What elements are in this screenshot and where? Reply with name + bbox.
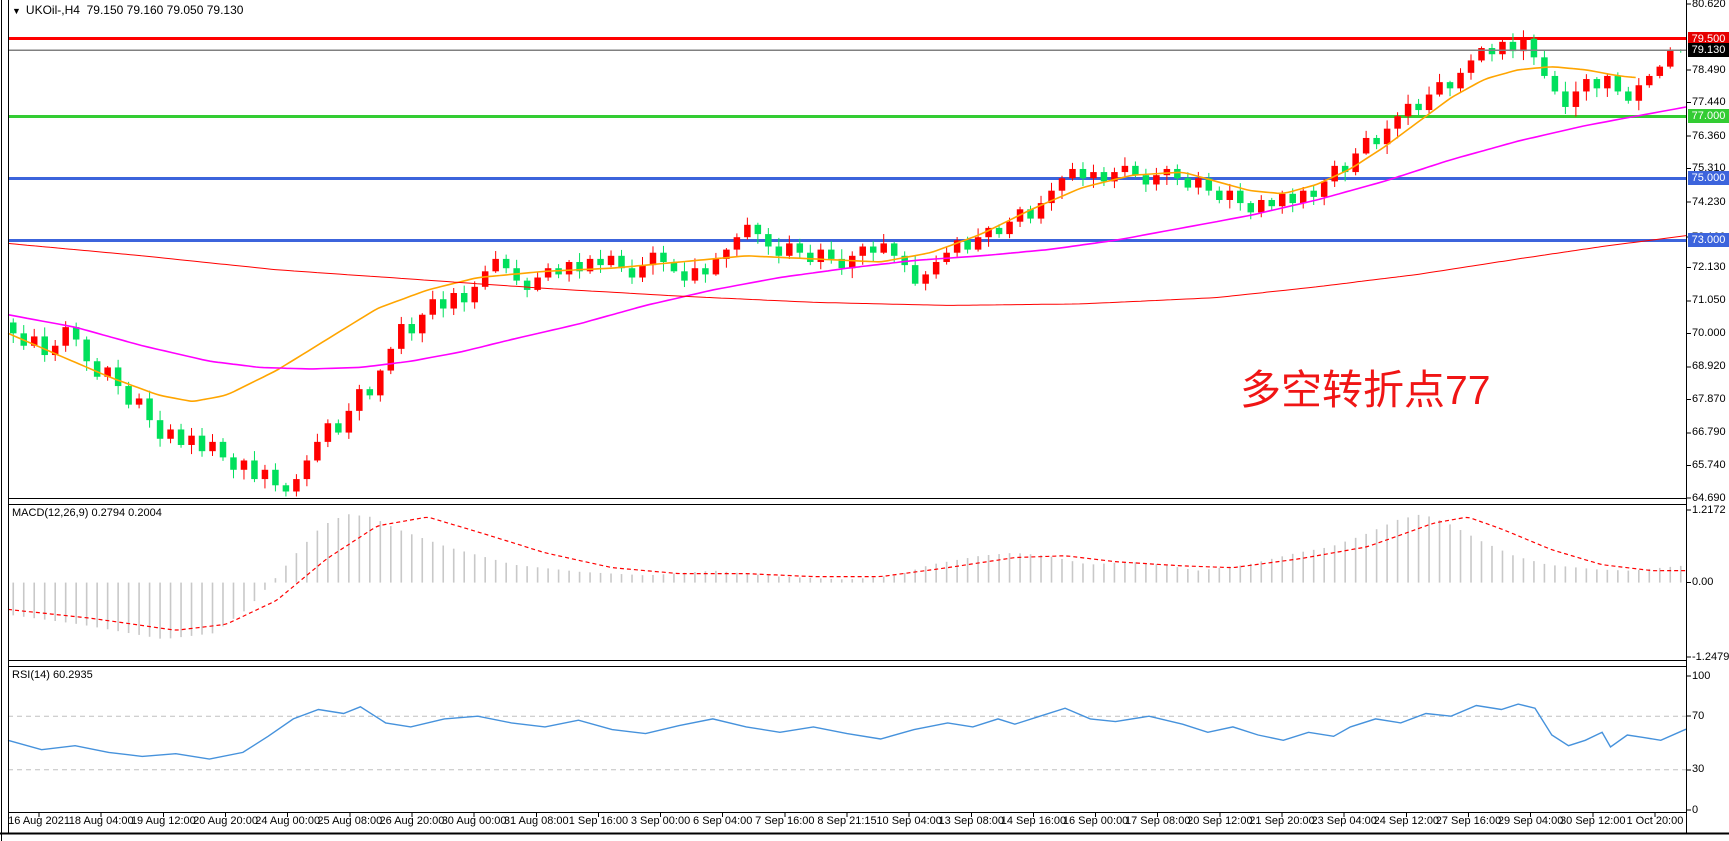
time-label: 10 Sep 04:00 [876,815,942,827]
time-label: 26 Aug 20:00 [379,815,445,827]
time-axis: 16 Aug 2021 18 Aug 04:00 19 Aug 12:00 20 Au… [0,815,1729,831]
ma-line-slow-ma-red [7,235,1687,306]
price-tick-label: 64.690 [1692,491,1726,504]
time-label: 7 Sep 16:00 [755,815,815,827]
price-tick-label: 78.490 [1692,63,1726,76]
time-label: 24 Sep 12:00 [1373,815,1440,827]
time-label: 1 Sep 16:00 [568,815,629,827]
rsi-tick-label: 0 [1692,803,1699,816]
axis-ticks [38,3,1691,817]
time-label: 17 Sep 08:00 [1125,815,1191,827]
time-label: 20 Aug 20:00 [193,815,258,827]
time-label: 14 Sep 16:00 [1000,815,1067,827]
symbol-dropdown-icon[interactable]: ▼ [12,6,21,16]
rsi-tick-label: 30 [1692,763,1705,776]
symbol-timeframe-label: UKOil-,H4 [25,3,80,17]
price-tick-label: 71.050 [1692,294,1726,307]
price-tick-label: 70.000 [1692,326,1726,339]
rsi-indicator-label: RSI(14) 60.2935 [12,669,93,681]
rsi-tick-label: 100 [1692,669,1711,682]
annotation-text: 多空转折点77 [1240,367,1491,413]
macd-name: MACD(12,26,9) [12,507,89,519]
price-tick-label: 65.740 [1692,458,1726,471]
price-badge: 75.000 [1688,171,1729,186]
time-label: 13 Sep 08:00 [938,815,1005,827]
ohlc-values: 79.150 79.160 79.050 79.130 [86,3,244,17]
horizontal-price-lines [8,37,1686,242]
price-badge: 77.000 [1688,109,1729,124]
macd-signal-line [7,516,1686,631]
price-tick-label: 77.440 [1692,96,1726,109]
time-label: 1 Oct 20:00 [1626,815,1684,827]
time-label: 31 Aug 08:00 [503,815,569,827]
rsi-name: RSI(14) [12,669,50,681]
time-label: 19 Aug 12:00 [130,815,196,827]
macd-tick-label: 0.00 [1692,576,1714,589]
price-tick-label: 68.920 [1692,360,1726,373]
price-tick-label: 66.790 [1692,426,1726,439]
time-label: 24 Aug 00:00 [255,815,321,827]
price-tick-label: 67.870 [1692,392,1726,405]
price-badge: 79.130 [1688,43,1729,58]
ma-line-mid-ma-magenta [7,106,1687,370]
macd-tick-label: 1.2172 [1692,503,1726,516]
time-label: 16 Sep 00:00 [1062,815,1129,827]
price-badge: 79.500 [1688,31,1729,46]
time-label: 30 Sep 12:00 [1560,815,1626,827]
time-label: 18 Aug 04:00 [68,815,134,827]
time-label: 29 Sep 04:00 [1497,815,1564,827]
time-label: 3 Sep 00:00 [630,815,691,827]
time-label: 20 Sep 12:00 [1187,815,1253,827]
price-tick-label: 74.230 [1692,195,1726,208]
time-label: 25 Aug 08:00 [317,815,383,827]
rsi-line [7,703,1687,760]
macd-indicator-label: MACD(12,26,9) 0.2794 0.2004 [12,507,162,519]
candlestick-series [9,30,1685,497]
time-label: 23 Sep 04:00 [1311,815,1377,827]
chart-title: ▼ UKOil-,H4 79.150 79.160 79.050 79.130 [12,3,243,17]
time-label: 8 Sep 21:15 [817,815,877,827]
macd-current-values: 0.2794 0.2004 [91,507,162,519]
price-tick-label: 76.360 [1692,129,1726,142]
rsi-tick-label: 70 [1692,709,1705,722]
price-tick-label: 72.130 [1692,260,1726,273]
time-label: 16 Aug 2021 [8,815,70,827]
price-badge: 73.000 [1688,233,1729,248]
macd-histogram [12,514,1682,639]
time-label: 21 Sep 20:00 [1249,815,1315,827]
time-label: 6 Sep 04:00 [693,815,753,827]
ma-line-fast-ma-orange [7,66,1636,402]
price-tick-label: 75.310 [1692,162,1726,175]
rsi-level-lines [8,715,1686,771]
time-label: 30 Aug 00:00 [441,815,507,827]
time-label: 27 Sep 16:00 [1435,815,1502,827]
macd-tick-label: -1.2479 [1692,650,1729,663]
rsi-current-value: 60.2935 [52,669,93,681]
price-tick-label: 80.620 [1692,0,1726,10]
